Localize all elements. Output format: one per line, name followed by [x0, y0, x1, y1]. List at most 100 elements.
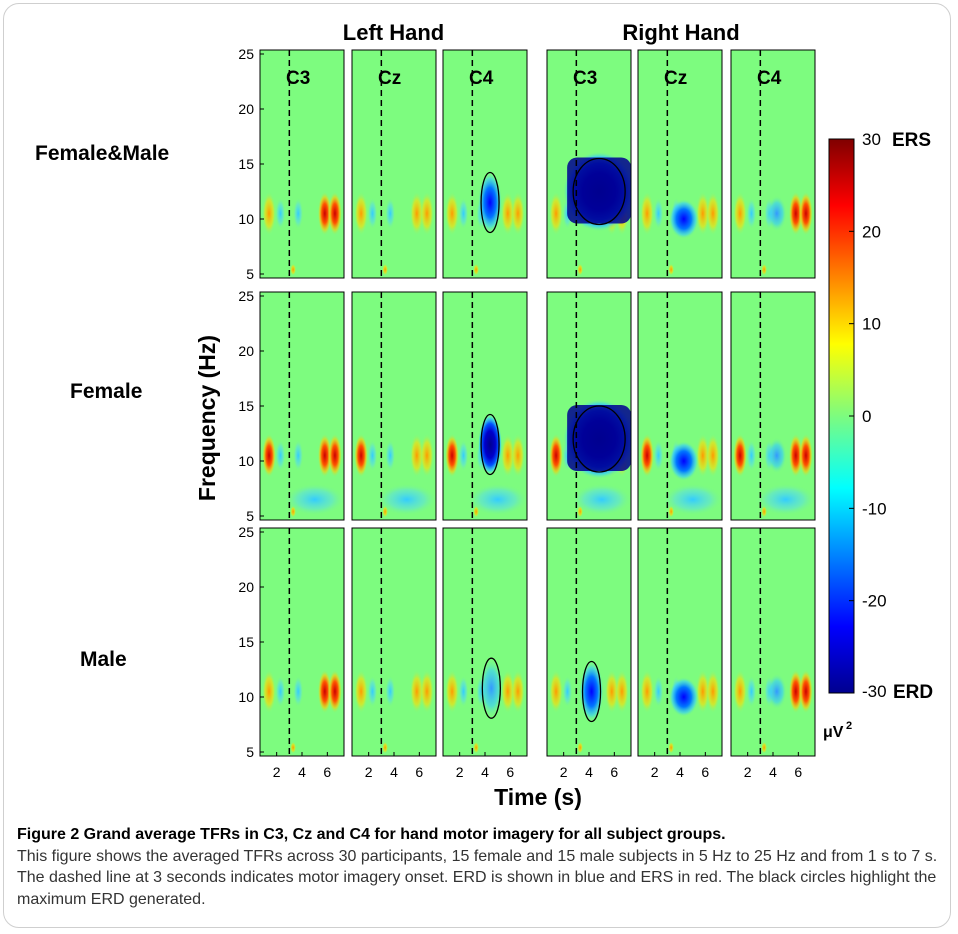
x-tick-label: 2: [365, 764, 373, 780]
ers-region: [733, 669, 748, 714]
erd-region: [766, 195, 787, 232]
ers-region: [510, 669, 525, 714]
y-tick-label: 5: [246, 744, 254, 760]
ers-region: [549, 433, 564, 478]
colorbar-tick-label: -10: [862, 499, 887, 518]
erd-region: [668, 677, 699, 717]
colorbar-tick-label: 20: [862, 222, 881, 241]
panel-background: [352, 50, 436, 278]
channel-label-c4: C4: [469, 68, 494, 89]
colorbar-erd-label: ERD: [893, 682, 933, 703]
tfr-panel-female-male-right-hand-c3: C3: [546, 49, 632, 279]
ers-region: [695, 669, 710, 714]
ers-region: [761, 263, 768, 276]
low-power-region: [746, 439, 757, 472]
low-power-region: [284, 483, 344, 516]
low-power-region: [467, 483, 527, 516]
erd-region: [668, 199, 699, 239]
ers-region: [317, 433, 332, 478]
ers-region: [668, 263, 675, 276]
group-header-right-hand: Right Hand: [622, 20, 739, 45]
ers-region: [705, 669, 720, 714]
low-power-region: [458, 439, 469, 472]
y-tick-label: 15: [238, 634, 254, 650]
panel-border: [637, 49, 723, 279]
panel-background: [731, 528, 815, 756]
panel-border: [351, 49, 437, 279]
low-power-region: [385, 197, 396, 230]
erd-region: [766, 437, 787, 474]
colorbar-tick-label: 0: [862, 407, 871, 426]
panel-background: [731, 292, 815, 520]
low-power-region: [275, 675, 286, 708]
x-tick-label: 6: [323, 764, 331, 780]
ers-region: [733, 191, 748, 236]
panel-background: [260, 50, 344, 278]
y-tick-label: 20: [238, 579, 254, 595]
y-tick-label: 15: [238, 398, 254, 414]
ers-region: [604, 669, 619, 714]
y-axis-label: Frequency (Hz): [194, 335, 220, 501]
colorbar-ers-label: ERS: [892, 130, 931, 151]
ers-region: [695, 191, 710, 236]
tfr-panel-female-male-right-hand-c4: C4: [730, 49, 816, 279]
channel-label-cz: Cz: [378, 68, 401, 89]
ers-region: [354, 191, 369, 236]
ers-region: [354, 669, 369, 714]
tfr-panel-male-left-hand-c3: 5 10 15 20 25 2 4 6: [238, 524, 345, 780]
ers-region: [549, 669, 564, 714]
tfr-panel-female-right-hand-cz: [637, 291, 723, 521]
ers-region: [473, 263, 480, 276]
ers-region: [262, 191, 277, 236]
ers-region: [761, 741, 768, 754]
row-label-female: Female: [70, 380, 142, 403]
ers-region: [500, 669, 515, 714]
x-tick-label: 2: [744, 764, 752, 780]
erd-region: [579, 661, 604, 722]
ers-region: [761, 505, 768, 518]
x-tick-label: 4: [298, 764, 306, 780]
max-erd-circle: [481, 657, 501, 719]
low-power-region: [458, 675, 469, 708]
y-tick-label: 25: [238, 524, 254, 540]
ers-region: [668, 741, 675, 754]
ers-region: [262, 669, 277, 714]
ers-region: [419, 191, 434, 236]
caption-title: Figure 2 Grand average TFRs in C3, Cz an…: [17, 826, 726, 843]
tfr-panel-female-male-right-hand-cz: Cz: [637, 49, 723, 279]
x-tick-label: 6: [415, 764, 423, 780]
ers-region: [317, 669, 332, 714]
ers-region: [382, 263, 389, 276]
panel-border: [637, 291, 723, 521]
x-tick-label: 2: [273, 764, 281, 780]
low-power-region: [562, 675, 573, 708]
panel-background: [547, 528, 631, 756]
erd-core: [567, 405, 631, 471]
x-tick-label: 4: [481, 764, 489, 780]
colorbar-unit-sup: 2: [846, 720, 852, 732]
low-power-region: [376, 483, 436, 516]
panel-border: [351, 291, 437, 521]
channel-label-cz: Cz: [664, 68, 687, 89]
tfr-panel-female-left-hand-c4: [442, 291, 528, 521]
low-power-region: [275, 439, 286, 472]
y-tick-label: 10: [238, 211, 254, 227]
row-label-female-male: Female&Male: [35, 142, 169, 165]
x-tick-label: 6: [610, 764, 618, 780]
tfr-panel-female-male-left-hand-cz: Cz: [351, 49, 437, 279]
ers-region: [473, 505, 480, 518]
ers-region: [445, 433, 460, 478]
colorbar-unit: μV: [823, 724, 844, 741]
low-power-region: [653, 197, 664, 230]
ers-region: [409, 433, 424, 478]
ers-region: [445, 669, 460, 714]
channel-label-c4: C4: [757, 68, 782, 89]
ers-region: [445, 191, 460, 236]
panel-border: [442, 291, 528, 521]
y-tick-label: 20: [238, 343, 254, 359]
ers-region: [705, 191, 720, 236]
erd-region: [479, 658, 504, 719]
tfr-figure: Left Hand Right Hand Female&Male Female Mal…: [35, 20, 933, 810]
ers-region: [327, 433, 342, 478]
ers-region: [382, 505, 389, 518]
